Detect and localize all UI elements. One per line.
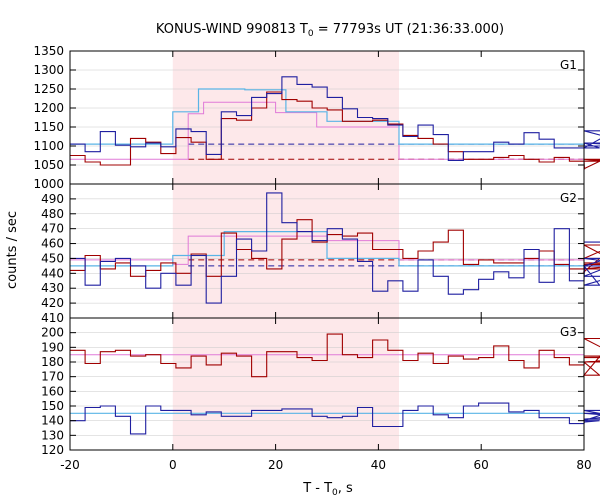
blue-series-histogram [70,192,600,304]
y-tick-label: 410 [41,311,64,325]
panel-frame [69,317,585,451]
y-tick-label: 420 [41,296,64,310]
blue-fit-curve [70,231,584,267]
y-tick-label: 1100 [33,139,64,153]
y-tick-label: 1000 [33,177,64,191]
y-tick-label: 490 [41,192,64,206]
y-tick-label: 450 [41,251,64,265]
y-tick-label: 180 [41,355,64,369]
x-axis-label: T - T0, s [302,481,353,498]
panel-g1: 1000 1050 1100 1150 1200 1250 1300 1350 G1 [33,44,600,191]
x-axis-label-subscript: 0 [332,488,338,498]
y-tick-label: 150 [41,399,64,413]
y-tick-label: 1250 [33,82,64,96]
y-tick-label: 190 [41,340,64,354]
x-tick-label: 60 [474,458,489,472]
y-tick-label: 1350 [33,44,64,58]
y-tick-label: 120 [41,443,64,457]
panel-label-g1: G1 [560,58,577,72]
red-series-histogram [70,219,600,277]
y-tick-label: 200 [41,326,64,340]
x-tick-label: 0 [169,458,177,472]
chart-title: KONUS-WIND 990813 T0 = 77793s UT (21:36:… [156,22,504,39]
blue-series-histogram [70,76,600,161]
x-axis-label-main: T - T [302,481,332,496]
y-tick-label: 430 [41,281,64,295]
y-tick-label: 130 [41,428,64,442]
chart-title-subscript: 0 [308,29,314,39]
y-tick-label: 1300 [33,63,64,77]
y-tick-label: 460 [41,237,64,251]
y-tick-label: 1050 [33,158,64,172]
panel-label-g3: G3 [560,325,577,339]
y-tick-label: 1200 [33,101,64,115]
y-tick-label: 480 [41,207,64,221]
x-tick-label: 80 [576,458,591,472]
x-tick-label: -20 [60,458,80,472]
y-tick-label: 140 [41,414,64,428]
x-tick-label: 20 [268,458,283,472]
y-axis-label: counts / sec [5,211,20,289]
x-tick-label: 40 [371,458,386,472]
panel-label-g2: G2 [560,191,577,205]
y-tick-label: 1150 [33,120,64,134]
svg-text:KONUS-WIND 990813 T0 = 77793s: KONUS-WIND 990813 T0 = 77793s UT (21:36:… [156,22,504,39]
y-tick-label: 160 [41,384,64,398]
chart-title-rest: = 77793s UT (21:36:33.000) [314,22,504,37]
y-tick-label: 440 [41,266,64,280]
y-tick-label: 170 [41,370,64,384]
red-series-histogram [70,333,600,378]
y-tick-label: 470 [41,222,64,236]
x-axis-label-rest: , s [338,481,353,496]
blue-fit-curve [70,88,584,145]
plot-area: 10001050110011501200125013001350G1410420… [33,44,600,472]
chart-title-main: KONUS-WIND 990813 T [156,22,308,37]
